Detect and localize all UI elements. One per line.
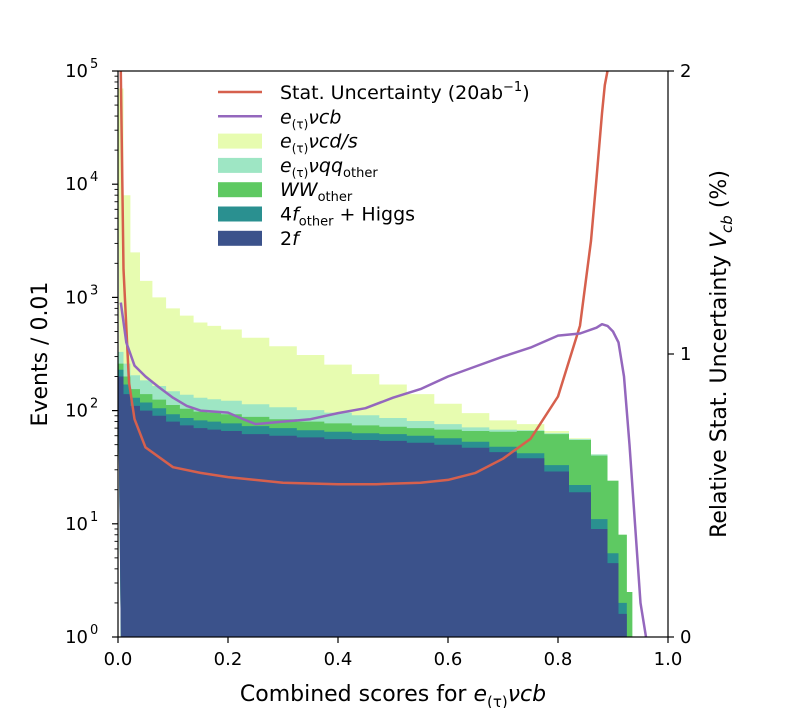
y-tick-label-left-exp: 3 [90, 283, 98, 298]
x-tick-label: 0.0 [104, 649, 133, 670]
y-tick-label-left-exp: 2 [90, 397, 98, 412]
y-axis-label-right: Relative Stat. Uncertainty Vcb (%) [707, 170, 736, 538]
x-tick-label: 1.0 [654, 649, 683, 670]
legend-label-ecds: e(τ)νcd/s [280, 131, 358, 156]
x-tick-label: 0.2 [214, 649, 243, 670]
line-e-cb [119, 302, 648, 638]
legend-patch-2f [218, 230, 262, 246]
stacked-areas [118, 88, 638, 637]
y-tick-label-left-exp: 0 [90, 623, 98, 638]
y-tick-label-left-exp: 5 [90, 57, 98, 72]
y-tick-label-right: 1 [680, 344, 691, 365]
y-tick-label-left-exp: 4 [90, 170, 98, 185]
y-tick-label-left: 10 [65, 627, 88, 648]
x-tick-label: 0.8 [544, 649, 573, 670]
area-2f [118, 376, 638, 637]
legend-patch-eqq [218, 157, 262, 173]
legend-label-4f: 4fother + Higgs [280, 204, 415, 230]
y-tick-label-left: 10 [65, 174, 88, 195]
y-tick-label-left-exp: 1 [90, 510, 98, 525]
line-stat-uncertainty-20ab [119, 70, 609, 486]
x-tick-label: 0.6 [434, 649, 463, 670]
legend: Stat. Uncertainty (20ab−1) e(τ)νcb e(τ)ν… [218, 80, 530, 250]
legend-patch-ecds [218, 133, 262, 149]
line-series [119, 70, 648, 638]
y-tick-label-left: 10 [65, 287, 88, 308]
legend-label-stat-text: Stat. Uncertainty (20ab [280, 82, 503, 104]
legend-label-ecb: e(τ)νcb [280, 106, 341, 131]
legend-patch-4f [218, 206, 262, 222]
y-tick-label-left: 10 [65, 401, 88, 422]
x-axis-label: Combined scores for e(τ)νcb [240, 682, 546, 708]
legend-label-ww: WWother [280, 179, 353, 205]
y-tick-label-right: 0 [680, 627, 691, 648]
legend-label-stat-uncertainty: Stat. Uncertainty (20ab−1) [280, 80, 530, 104]
legend-label-stat-tail: ) [522, 82, 529, 104]
y-tick-label-left: 10 [65, 514, 88, 535]
legend-patch-ww [218, 182, 262, 198]
legend-label-stat-sup: −1 [503, 80, 522, 95]
x-tick-label: 0.4 [324, 649, 353, 670]
y-tick-label-left: 10 [65, 61, 88, 82]
legend-label-2f: 2f [280, 228, 302, 250]
y-tick-label-right: 2 [680, 61, 691, 82]
legend-label-eqq: e(τ)νqqother [280, 155, 378, 181]
y-axis-label-left: Events / 0.01 [28, 282, 53, 427]
